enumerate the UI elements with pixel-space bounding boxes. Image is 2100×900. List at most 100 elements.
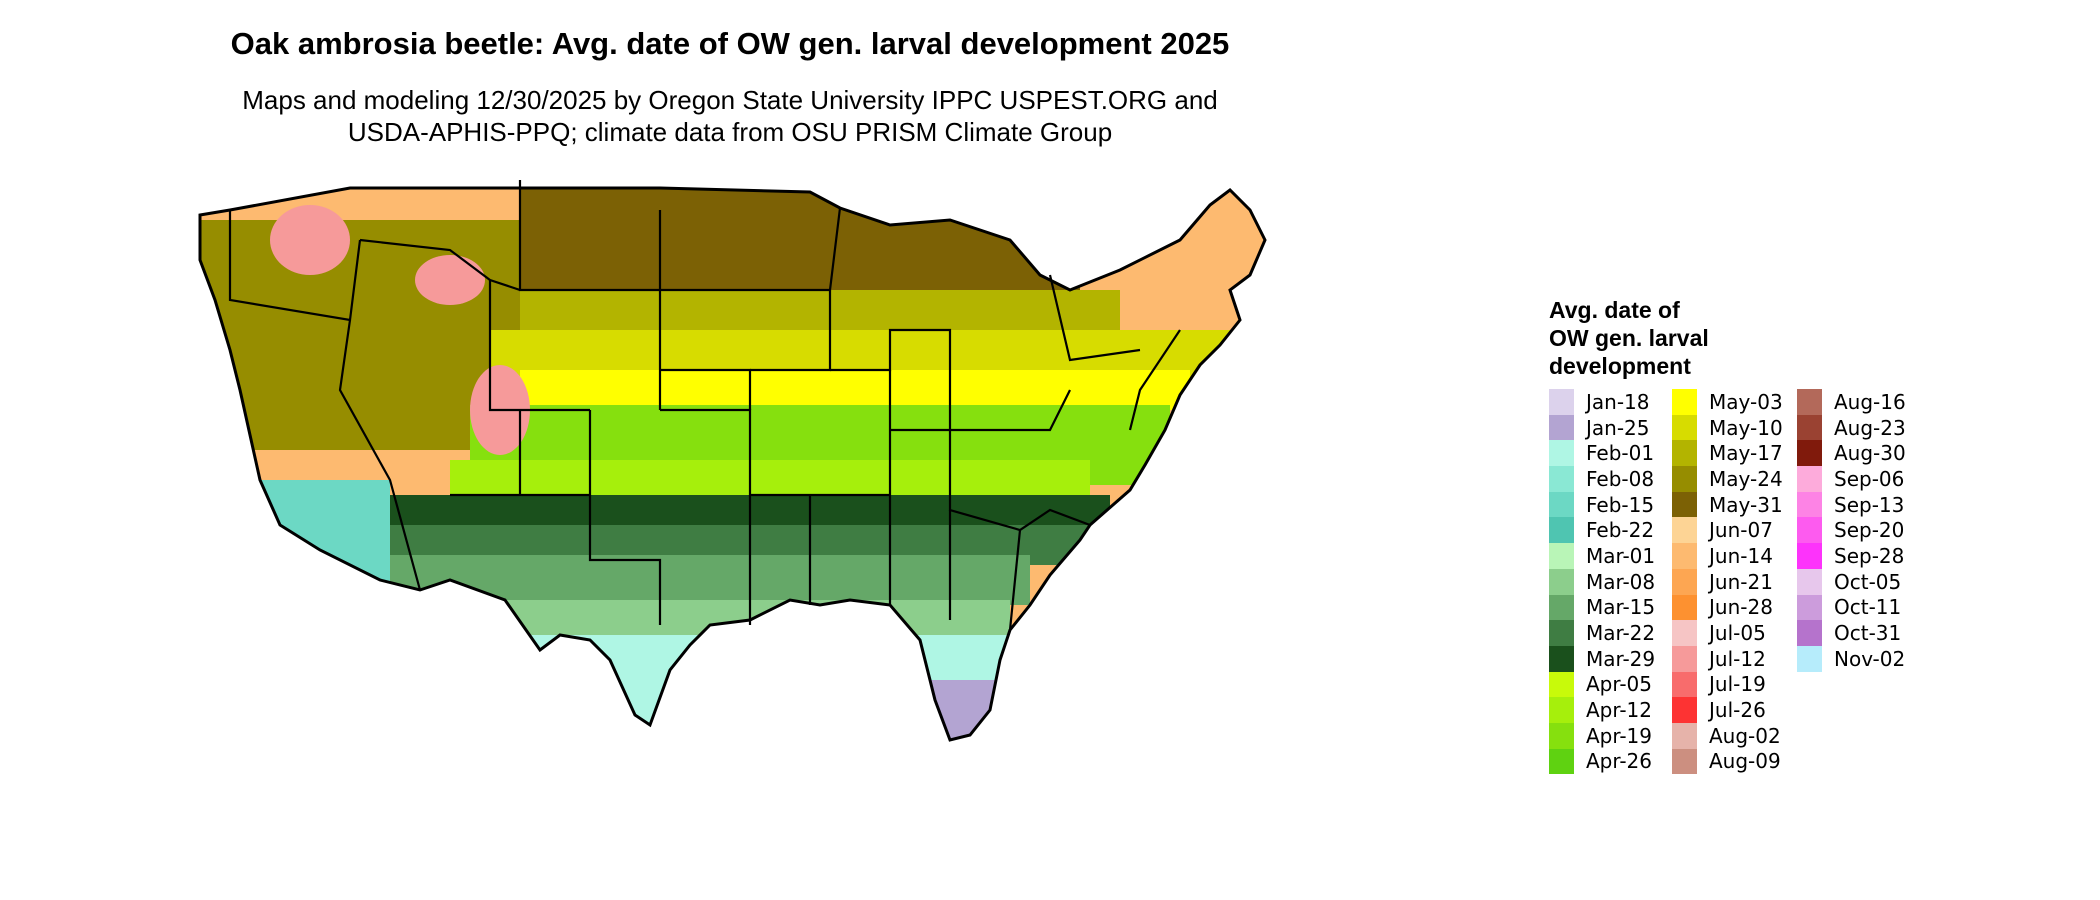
legend-label: Feb-15 <box>1586 492 1655 517</box>
legend-label: Feb-08 <box>1586 466 1655 491</box>
legend-item: Sep-20 <box>1797 517 1906 544</box>
legend-item: Aug-16 <box>1797 389 1906 415</box>
legend-label: Mar-01 <box>1586 543 1656 568</box>
legend-item: May-31 <box>1672 491 1783 518</box>
legend-label: Sep-06 <box>1834 466 1905 491</box>
legend-label: May-24 <box>1709 466 1783 491</box>
legend-label: Jun-21 <box>1709 569 1773 594</box>
legend-label: Mar-15 <box>1586 595 1656 620</box>
band-southwest-coast <box>200 480 390 680</box>
legend-label: Apr-19 <box>1586 723 1652 748</box>
legend-swatch <box>1672 671 1697 698</box>
band-gulf-2 <box>390 555 1030 605</box>
legend-label: Mar-29 <box>1586 646 1656 671</box>
legend-swatch <box>1797 620 1822 646</box>
legend-swatch <box>1549 466 1574 492</box>
legend-item: Nov-02 <box>1797 645 1906 672</box>
legend-item: Jun-14 <box>1672 543 1783 569</box>
legend-label: Mar-08 <box>1586 569 1656 594</box>
legend-swatch <box>1672 389 1697 415</box>
legend-swatch <box>1797 491 1822 518</box>
legend-swatch <box>1549 671 1574 698</box>
legend-swatch <box>1549 414 1574 441</box>
legend-label: Apr-12 <box>1586 698 1652 723</box>
legend-item: Jan-25 <box>1549 414 1655 441</box>
legend-swatch <box>1672 620 1697 646</box>
legend-swatch <box>1549 722 1574 749</box>
legend-item: Apr-05 <box>1549 671 1655 698</box>
legend-label: Aug-02 <box>1709 723 1781 748</box>
legend-label: May-10 <box>1709 415 1783 440</box>
legend-item: Mar-15 <box>1549 594 1656 621</box>
legend-item: Jun-07 <box>1672 517 1783 544</box>
legend-label: Jul-19 <box>1709 672 1766 697</box>
legend-item: Jul-19 <box>1672 671 1783 698</box>
legend-item: Mar-22 <box>1549 620 1655 646</box>
subtitle-line-1: Maps and modeling 12/30/2025 by Oregon S… <box>242 85 1218 115</box>
legend-label: Oct-11 <box>1834 595 1902 620</box>
legend-swatch <box>1672 491 1697 518</box>
legend-item: Feb-08 <box>1549 466 1655 492</box>
legend-item: Sep-28 <box>1797 543 1906 569</box>
legend-title: Avg. date of OW gen. larval development <box>1549 296 1809 380</box>
legend-label: Oct-05 <box>1834 569 1902 594</box>
legend-label: Jul-12 <box>1709 646 1766 671</box>
legend-item: Sep-06 <box>1797 466 1906 492</box>
legend-title-line-2: OW gen. larval <box>1549 325 1709 351</box>
legend-label: Jan-25 <box>1586 415 1650 440</box>
legend-label: Apr-26 <box>1586 749 1652 774</box>
legend-item: Oct-11 <box>1797 594 1906 621</box>
legend-item: Feb-01 <box>1549 440 1655 467</box>
legend-label: Jul-05 <box>1709 621 1766 646</box>
legend-label: Sep-20 <box>1834 518 1905 543</box>
legend-item: Apr-12 <box>1549 697 1655 723</box>
legend-label: Apr-05 <box>1586 672 1652 697</box>
legend-swatch <box>1549 543 1574 569</box>
legend-swatch <box>1797 543 1822 569</box>
legend-column-2: May-03 May-10 May-17 May-24 May-31 Jun-07 Jun-… <box>1672 389 1783 775</box>
legend-label: May-17 <box>1709 441 1783 466</box>
legend-label: May-03 <box>1709 389 1783 414</box>
band-mid-belt <box>520 370 1190 410</box>
legend-item: Mar-29 <box>1549 645 1656 672</box>
legend-label: Oct-31 <box>1834 621 1902 646</box>
mountain-peak-1 <box>270 205 350 275</box>
legend-item: Jun-28 <box>1672 594 1783 621</box>
legend-swatch <box>1672 748 1697 775</box>
legend-item: Aug-09 <box>1672 748 1783 775</box>
legend-item: May-24 <box>1672 466 1783 492</box>
legend-swatch <box>1797 568 1822 595</box>
legend-swatch <box>1797 594 1822 621</box>
legend-item: May-10 <box>1672 414 1783 441</box>
legend-item: Jun-21 <box>1672 568 1783 595</box>
legend-swatch <box>1672 543 1697 569</box>
legend-swatch <box>1672 414 1697 441</box>
legend-label: Jun-28 <box>1709 595 1773 620</box>
legend-label: Sep-13 <box>1834 492 1905 517</box>
legend-item: Jul-12 <box>1672 645 1783 672</box>
band-lower-mid-south <box>450 460 1090 500</box>
legend-label: Feb-22 <box>1586 518 1655 543</box>
legend-swatch <box>1549 594 1574 621</box>
legend-swatch <box>1797 440 1822 467</box>
legend-label: Jul-26 <box>1709 698 1766 723</box>
state-borders <box>228 180 1181 631</box>
legend-item: Oct-31 <box>1797 620 1906 646</box>
legend-title-line-1: Avg. date of <box>1549 297 1680 323</box>
legend-label: Aug-09 <box>1709 749 1781 774</box>
legend-item: Mar-08 <box>1549 568 1656 595</box>
legend-label: Mar-22 <box>1586 621 1656 646</box>
legend-column-1: Jan-18 Jan-25 Feb-01 Feb-08 Feb-15 Feb-22 Mar-… <box>1549 389 1656 775</box>
legend-swatch <box>1672 440 1697 467</box>
legend-swatch <box>1549 697 1574 723</box>
legend-item: May-03 <box>1672 389 1783 415</box>
legend-swatch <box>1549 389 1574 415</box>
legend-item: May-17 <box>1672 440 1783 467</box>
legend-swatch <box>1672 722 1697 749</box>
legend-item: Jul-26 <box>1672 697 1783 723</box>
legend-swatch <box>1797 414 1822 441</box>
legend-item: Aug-02 <box>1672 722 1783 749</box>
legend-item: Sep-13 <box>1797 491 1906 518</box>
map-title: Oak ambrosia beetle: Avg. date of OW gen… <box>230 26 1230 61</box>
map-subtitle: Maps and modeling 12/30/2025 by Oregon S… <box>0 84 1460 148</box>
